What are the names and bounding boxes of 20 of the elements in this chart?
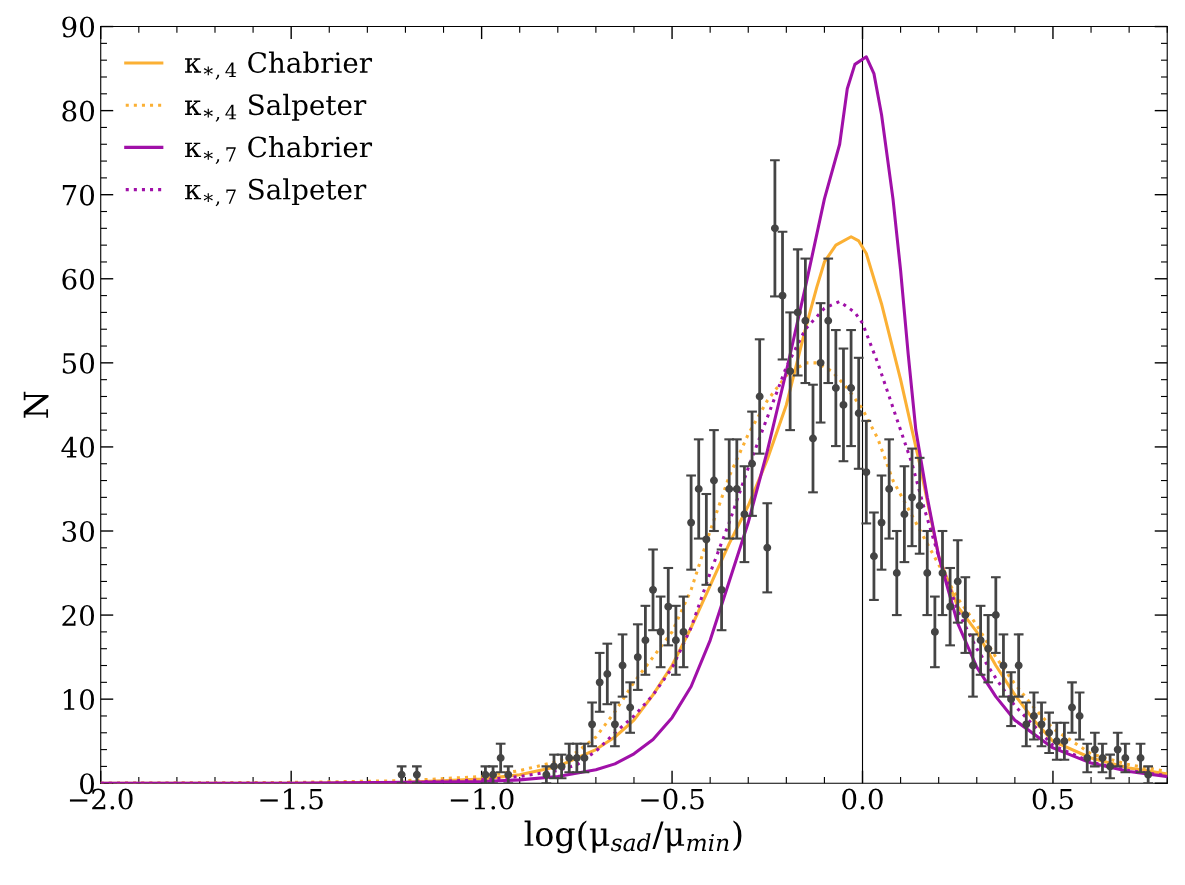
y-tick-label: 80 bbox=[62, 100, 95, 122]
legend-label: κ$_{∗,7}$ Salpeter bbox=[185, 178, 367, 207]
y-tick-label: 90 bbox=[62, 16, 95, 38]
y-axis-title: N bbox=[23, 391, 49, 418]
x-tick-label: 0.5 bbox=[1032, 788, 1073, 810]
x-tick-label: −1.0 bbox=[450, 788, 514, 810]
y-tick-label: 70 bbox=[62, 184, 95, 206]
x-tick-label: −1.5 bbox=[260, 788, 323, 810]
y-tick-label: 50 bbox=[62, 352, 95, 374]
legend-label: κ$_{∗,4}$ Chabrier bbox=[185, 51, 373, 80]
legend-label: κ$_{∗,4}$ Salpeter bbox=[185, 93, 367, 122]
y-tick-label: 30 bbox=[62, 520, 95, 542]
legend-label: κ$_{∗,7}$ Chabrier bbox=[185, 135, 373, 165]
x-tick-label: −0.5 bbox=[641, 788, 704, 810]
y-tick-label: 10 bbox=[63, 689, 95, 711]
y-tick-label: 20 bbox=[62, 605, 95, 627]
y-tick-label: 40 bbox=[61, 436, 95, 458]
y-tick-label: 60 bbox=[62, 268, 95, 290]
x-axis-title: log(μ$_{sad}$/μ$_{min}$) bbox=[524, 820, 742, 854]
x-tick-label: 0.0 bbox=[842, 788, 883, 810]
